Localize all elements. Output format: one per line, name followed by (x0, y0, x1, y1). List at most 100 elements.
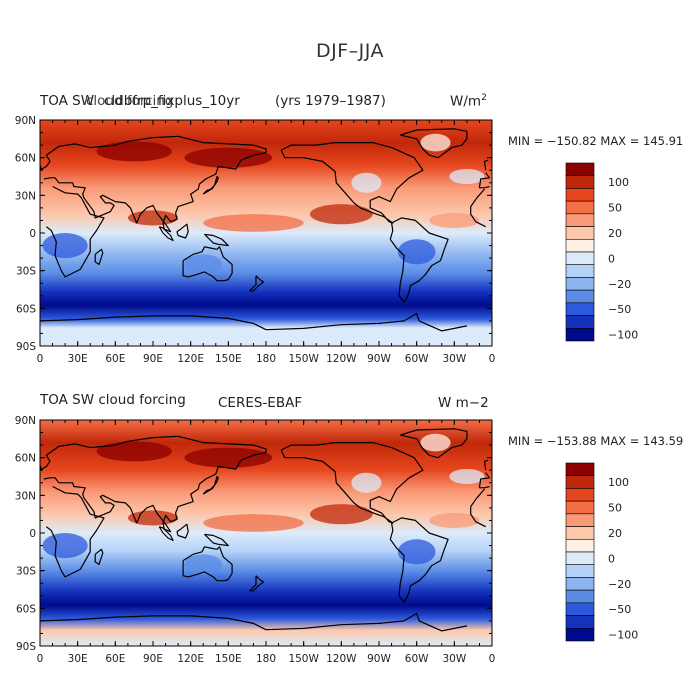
lon-label: 0 (37, 353, 44, 365)
field-patch (203, 514, 304, 532)
lat-label: 90S (16, 641, 36, 653)
coastline-madagascar (94, 248, 104, 265)
colorbar-swatch (565, 602, 595, 616)
lon-label: 150W (288, 653, 319, 665)
coastline-eurasia (39, 435, 491, 533)
colorbar-swatch (565, 315, 595, 329)
lat-label: 60N (15, 153, 36, 165)
lat-label: 60S (16, 303, 36, 315)
coastline-australia (182, 246, 233, 282)
field-patch (203, 214, 304, 232)
field-patch (449, 468, 485, 485)
coastline-eurasia (39, 135, 491, 233)
lat-label: 30S (16, 266, 36, 278)
colorbar-swatch (565, 500, 595, 515)
lon-label: 60E (105, 353, 125, 365)
field-patch (309, 204, 373, 225)
field-patch (184, 554, 223, 575)
lat-label: 30N (15, 490, 36, 502)
colorbar-swatch (565, 302, 595, 316)
colorbar-swatch (565, 551, 595, 566)
lon-label: 120E (177, 653, 204, 665)
field-patch (397, 539, 436, 565)
coastline-japan (202, 175, 219, 195)
lon-label: 0 (37, 653, 44, 665)
lat-label: 90N (15, 415, 36, 427)
lon-label: 180 (256, 653, 276, 665)
colorbar-swatch (565, 615, 595, 629)
colorbar-label: 0 (608, 552, 615, 565)
coastline-africa (45, 485, 486, 578)
coastline-newZealand (249, 275, 265, 292)
coastline-sumatra (158, 226, 174, 242)
colorbar-swatch (565, 175, 595, 189)
colorbar-label: −20 (608, 278, 631, 291)
coastline-northAmerica (280, 142, 424, 224)
coastline-borneo (176, 223, 189, 239)
lat-label: 60N (15, 453, 36, 465)
panel1-units-sup: 2 (481, 93, 487, 103)
colorbar-swatch (565, 513, 595, 527)
lon-label: 60W (405, 653, 429, 665)
lon-label: 30E (68, 353, 88, 365)
colorbar-1: 100 50 20 0 −20 −50 −100 (565, 162, 638, 342)
field-patch (429, 512, 480, 528)
panel1-title-left: TOA SW (40, 93, 95, 109)
lon-label: 30W (442, 353, 466, 365)
field-patch (420, 133, 451, 152)
field-patch (309, 504, 373, 525)
lon-label: 30W (442, 653, 466, 665)
lon-label: 90W (367, 653, 391, 665)
field-patch (127, 210, 179, 226)
lon-label: 60E (105, 653, 125, 665)
field-patch (397, 239, 436, 265)
panel2-stats: MIN = −153.88 MAX = 143.59 (508, 434, 684, 448)
colorbars: 100 50 20 0 −20 −50 −100 100 50 20 0 −20 −50 −100 (565, 162, 638, 642)
colorbar-swatch (565, 238, 595, 253)
coastline-madagascar (94, 548, 104, 565)
lon-label: 60W (405, 353, 429, 365)
lat-label: 60S (16, 603, 36, 615)
lat-label: 90S (16, 341, 36, 353)
colorbar-label: 0 (608, 252, 615, 265)
panel1-title-overlap: cloud forcing (86, 93, 174, 109)
colorbar-label: 50 (608, 202, 622, 215)
colorbar-label: 100 (608, 476, 629, 489)
field-patch (449, 168, 485, 185)
field-patch (420, 433, 451, 452)
lat-label: 90N (15, 115, 36, 127)
field-patch (42, 233, 88, 259)
colorbar-swatch (565, 264, 595, 278)
lon-label: 0 (489, 353, 496, 365)
coastline-antarctica (39, 612, 468, 632)
colorbar-label: 50 (608, 502, 622, 515)
colorbar-swatch (565, 526, 595, 540)
colorbar-label: −100 (608, 629, 638, 642)
colorbar-label: −50 (608, 603, 631, 616)
coastline-greenland (400, 428, 468, 459)
lon-label: 90E (143, 653, 163, 665)
lon-label: 90E (143, 353, 163, 365)
field-patch (96, 441, 172, 462)
field-patch (42, 533, 88, 559)
lat-label: 30N (15, 190, 36, 202)
colorbar-swatch (565, 277, 595, 291)
panel2-title-center: CERES-EBAF (218, 395, 303, 411)
colorbar-swatch (565, 162, 595, 177)
panel1-units-base: W/m (450, 93, 482, 110)
panel1-units: W/m2 (450, 93, 487, 110)
lon-label: 30E (68, 653, 88, 665)
lat-label: 30S (16, 566, 36, 578)
colorbar-swatch (565, 200, 595, 215)
lon-label: 120W (326, 653, 357, 665)
lat-label: 0 (29, 528, 36, 540)
coastline-newGuinea (204, 233, 229, 247)
lon-label: 150E (215, 353, 242, 365)
panel1-title-years: (yrs 1979–1987) (275, 93, 386, 109)
colorbar-swatch (565, 538, 595, 553)
coastline-greenland (400, 128, 468, 159)
panel1-stats: MIN = −150.82 MAX = 145.91 (508, 134, 684, 148)
lon-label: 180 (256, 353, 276, 365)
coastline-southAmerica (389, 217, 449, 303)
